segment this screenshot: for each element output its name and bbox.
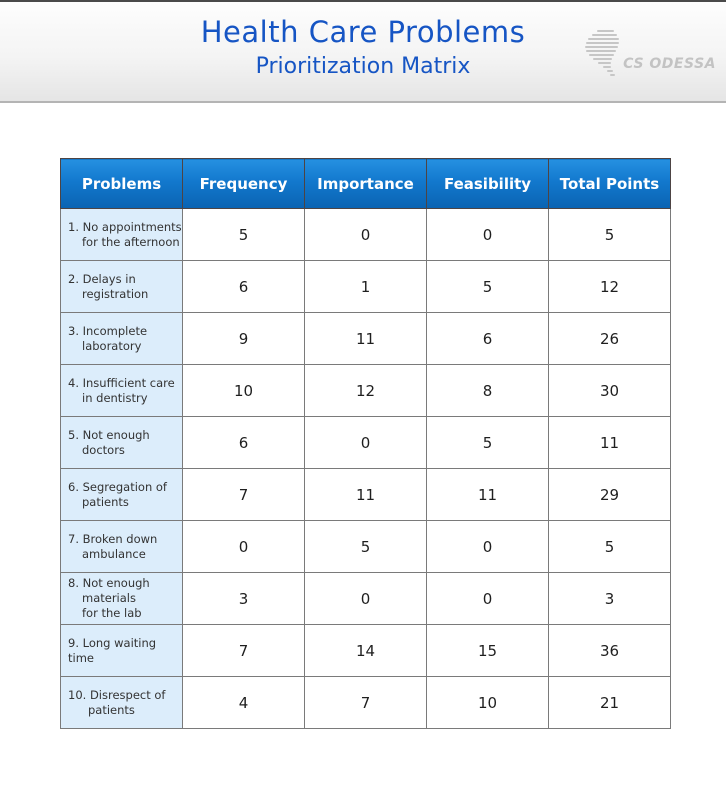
problem-line: doctors	[82, 442, 125, 457]
feasibility-value: 11	[426, 468, 549, 521]
problem-cell: 10. Disrespect of patients	[60, 676, 183, 729]
importance-value: 14	[304, 624, 427, 677]
total-points-value: 11	[548, 416, 671, 469]
frequency-value: 6	[182, 260, 305, 313]
problem-cell: 5. Not enough doctors	[60, 416, 183, 469]
problem-line: ambulance	[82, 546, 146, 561]
frequency-value: 3	[182, 572, 305, 625]
table-row: 4. Insufficient care in dentistry 10 12 8 30	[60, 364, 671, 417]
feasibility-value: 6	[426, 312, 549, 365]
importance-value: 5	[304, 520, 427, 573]
table-body: 1. No appointments for the afternoon 5 0 0 5 2…	[60, 208, 671, 729]
total-points-value: 29	[548, 468, 671, 521]
feasibility-value: 0	[426, 520, 549, 573]
table-row: 7. Broken down ambulance 0 5 0 5	[60, 520, 671, 573]
total-points-value: 26	[548, 312, 671, 365]
problem-line: materials	[82, 591, 136, 605]
problem-line: 3. Incomplete	[68, 323, 148, 338]
problem-cell: 2. Delays in registration	[60, 260, 183, 313]
problem-line: 2. Delays in	[68, 271, 136, 286]
problem-line: 4. Insufficient care	[68, 375, 175, 390]
prioritization-table: Problems Frequency Importance Feasibility To…	[60, 158, 671, 729]
importance-value: 0	[304, 572, 427, 625]
column-header-frequency: Frequency	[182, 158, 305, 209]
table-row: 8. Not enough materials for the lab 3 0 0 3	[60, 572, 671, 625]
problem-line: time	[68, 650, 94, 665]
total-points-value: 30	[548, 364, 671, 417]
swirl-icon	[585, 28, 627, 78]
table-header-row: Problems Frequency Importance Feasibility To…	[60, 158, 671, 209]
frequency-value: 10	[182, 364, 305, 417]
frequency-value: 7	[182, 624, 305, 677]
problem-cell: 4. Insufficient care in dentistry	[60, 364, 183, 417]
problem-cell: 1. No appointments for the afternoon	[60, 208, 183, 261]
table-row: 10. Disrespect of patients 4 7 10 21	[60, 676, 671, 729]
frequency-value: 6	[182, 416, 305, 469]
feasibility-value: 0	[426, 208, 549, 261]
problem-cell: 8. Not enough materials for the lab	[60, 572, 183, 625]
logo-text: CS ODESSA	[623, 56, 716, 72]
importance-value: 12	[304, 364, 427, 417]
importance-value: 7	[304, 676, 427, 729]
column-header-problems: Problems	[60, 158, 183, 209]
table-row: 3. Incomplete laboratory 9 11 6 26	[60, 312, 671, 365]
column-header-feasibility: Feasibility	[426, 158, 549, 209]
table-row: 6. Segregation of patients 7 11 11 29	[60, 468, 671, 521]
total-points-value: 5	[548, 520, 671, 573]
table-row: 9. Long waiting time 7 14 15 36	[60, 624, 671, 677]
problem-line: in dentistry	[82, 390, 148, 405]
problem-line: 7. Broken down	[68, 531, 158, 546]
feasibility-value: 0	[426, 572, 549, 625]
problem-line: registration	[82, 286, 149, 301]
column-header-importance: Importance	[304, 158, 427, 209]
total-points-value: 12	[548, 260, 671, 313]
table-row: 1. No appointments for the afternoon 5 0 0 5	[60, 208, 671, 261]
total-points-value: 5	[548, 208, 671, 261]
problem-line: 8. Not enough	[68, 576, 150, 590]
frequency-value: 9	[182, 312, 305, 365]
feasibility-value: 15	[426, 624, 549, 677]
importance-value: 0	[304, 416, 427, 469]
importance-value: 11	[304, 468, 427, 521]
problem-cell: 3. Incomplete laboratory	[60, 312, 183, 365]
frequency-value: 7	[182, 468, 305, 521]
column-header-total-points: Total Points	[548, 158, 671, 209]
problem-cell: 7. Broken down ambulance	[60, 520, 183, 573]
importance-value: 0	[304, 208, 427, 261]
problem-line: patients	[82, 494, 129, 509]
problem-line: laboratory	[82, 338, 142, 353]
total-points-value: 21	[548, 676, 671, 729]
feasibility-value: 8	[426, 364, 549, 417]
page-header-band: Health Care Problems Prioritization Matr…	[0, 0, 726, 103]
feasibility-value: 5	[426, 260, 549, 313]
cs-odessa-logo: CS ODESSA	[585, 28, 716, 78]
frequency-value: 4	[182, 676, 305, 729]
problem-cell: 9. Long waiting time	[60, 624, 183, 677]
problem-line: 9. Long waiting	[68, 635, 157, 650]
problem-line: for the afternoon	[82, 234, 180, 249]
total-points-value: 3	[548, 572, 671, 625]
frequency-value: 0	[182, 520, 305, 573]
page-title: Health Care Problems	[200, 15, 526, 49]
table-row: 2. Delays in registration 6 1 5 12	[60, 260, 671, 313]
feasibility-value: 10	[426, 676, 549, 729]
problem-line: 10. Disrespect of	[68, 687, 166, 702]
problem-line: patients	[88, 702, 135, 717]
problem-cell: 6. Segregation of patients	[60, 468, 183, 521]
page-subtitle: Prioritization Matrix	[255, 54, 471, 79]
problem-line: 1. No appointments	[68, 219, 182, 234]
importance-value: 1	[304, 260, 427, 313]
total-points-value: 36	[548, 624, 671, 677]
problem-line: 5. Not enough	[68, 427, 150, 442]
table-row: 5. Not enough doctors 6 0 5 11	[60, 416, 671, 469]
feasibility-value: 5	[426, 416, 549, 469]
problem-line: for the lab	[82, 606, 142, 620]
importance-value: 11	[304, 312, 427, 365]
frequency-value: 5	[182, 208, 305, 261]
problem-line: 6. Segregation of	[68, 479, 167, 494]
